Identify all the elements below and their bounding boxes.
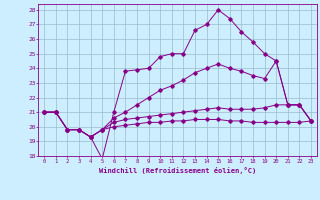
X-axis label: Windchill (Refroidissement éolien,°C): Windchill (Refroidissement éolien,°C) [99, 167, 256, 174]
